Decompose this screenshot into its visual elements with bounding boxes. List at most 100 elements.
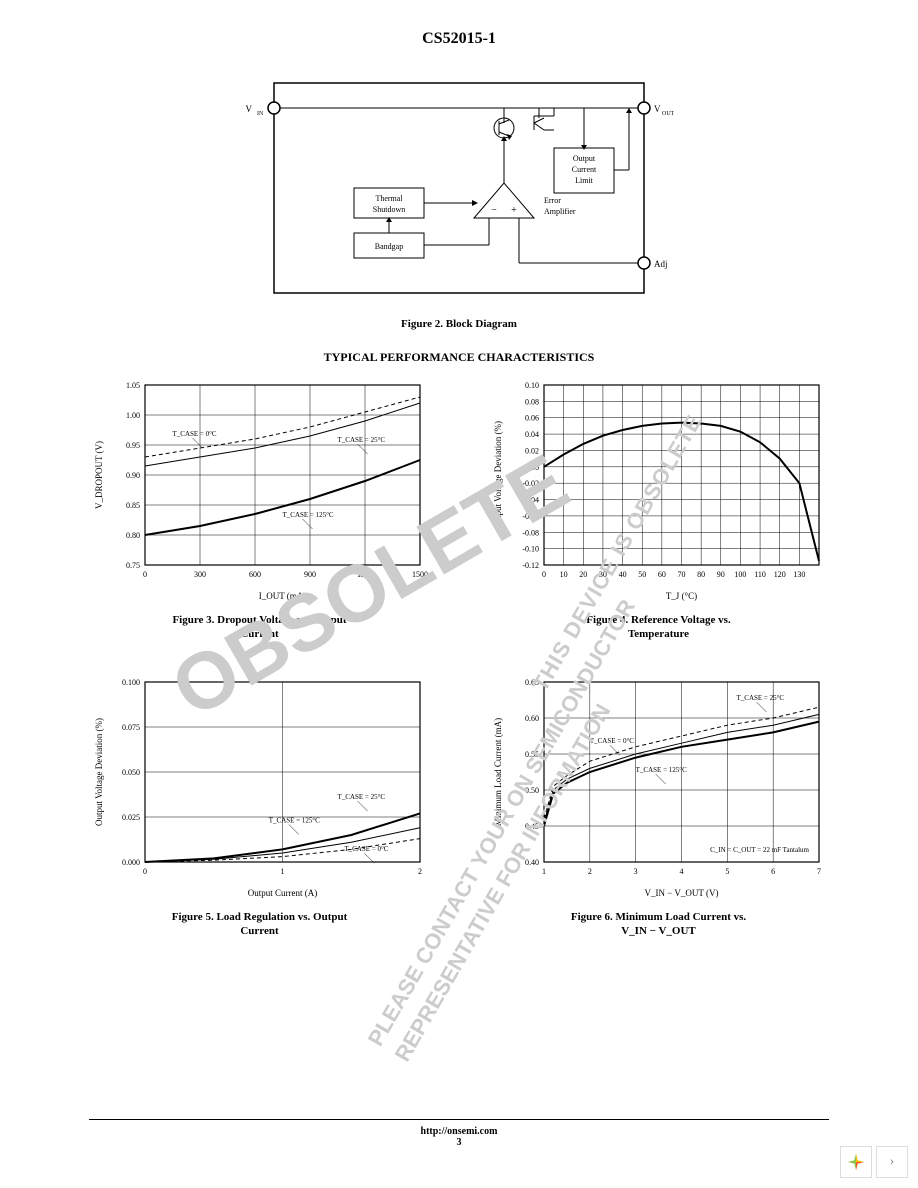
svg-text:0.80: 0.80 [126, 531, 140, 540]
svg-text:120: 120 [773, 570, 785, 579]
svg-text:IN: IN [257, 111, 264, 117]
svg-text:0.10: 0.10 [525, 381, 539, 390]
svg-text:T_CASE = 25°C: T_CASE = 25°C [736, 694, 784, 702]
svg-text:1: 1 [542, 867, 546, 876]
svg-text:0.04: 0.04 [525, 430, 539, 439]
figure4-caption: Figure 4. Reference Voltage vs.Temperatu… [479, 613, 838, 642]
svg-text:0.06: 0.06 [525, 414, 539, 423]
svg-text:0.00: 0.00 [525, 463, 539, 472]
svg-text:0.025: 0.025 [122, 813, 140, 822]
next-page-button[interactable]: › [876, 1146, 908, 1178]
figure5-chart: 0 1 2 0.000 0.025 0.050 0.075 0.100 Output Curre… [90, 672, 430, 902]
figure5-caption: Figure 5. Load Regulation vs. OutputCurr… [80, 910, 439, 939]
svg-text:T_CASE = 25°C: T_CASE = 25°C [337, 793, 385, 801]
svg-text:20: 20 [579, 570, 587, 579]
svg-text:Error: Error [544, 196, 561, 205]
svg-text:0.65: 0.65 [525, 678, 539, 687]
svg-text:70: 70 [677, 570, 685, 579]
svg-text:T_J (°C): T_J (°C) [665, 591, 696, 601]
svg-text:10: 10 [559, 570, 567, 579]
svg-text:Thermal: Thermal [375, 194, 403, 203]
svg-text:1200: 1200 [357, 570, 373, 579]
svg-text:0.60: 0.60 [525, 714, 539, 723]
svg-text:Limit: Limit [575, 176, 594, 185]
svg-text:V: V [654, 104, 661, 114]
svg-text:4: 4 [679, 867, 683, 876]
svg-text:130: 130 [793, 570, 805, 579]
footer-url: http://onsemi.com [0, 1126, 918, 1137]
svg-text:−: − [491, 205, 497, 216]
svg-text:Output: Output [573, 154, 596, 163]
svg-text:0: 0 [542, 570, 546, 579]
svg-text:I_OUT (mA): I_OUT (mA) [258, 591, 306, 601]
svg-text:Adj: Adj [654, 259, 668, 269]
figure3-caption: Figure 3. Dropout Voltage vs. OutputCurr… [80, 613, 439, 642]
block-diagram: V IN V OUT Adj [244, 68, 674, 308]
svg-text:7: 7 [817, 867, 821, 876]
section-heading: TYPICAL PERFORMANCE CHARACTERISTICS [80, 350, 838, 365]
footer-page: 3 [0, 1137, 918, 1148]
svg-text:0.45: 0.45 [525, 822, 539, 831]
svg-text:V_IN − V_OUT (V): V_IN − V_OUT (V) [644, 888, 718, 898]
svg-text:Bandgap: Bandgap [375, 242, 403, 251]
svg-text:Shutdown: Shutdown [373, 205, 405, 214]
svg-text:C_IN = C_OUT = 22 mF Tantalum: C_IN = C_OUT = 22 mF Tantalum [710, 846, 809, 854]
svg-text:0.000: 0.000 [122, 858, 140, 867]
svg-text:0.95: 0.95 [126, 441, 140, 450]
svg-text:V: V [246, 104, 253, 114]
svg-text:2: 2 [587, 867, 591, 876]
svg-text:T_CASE = 0°C: T_CASE = 0°C [344, 845, 388, 853]
svg-text:2: 2 [418, 867, 422, 876]
svg-text:-0.06: -0.06 [522, 512, 539, 521]
svg-text:60: 60 [657, 570, 665, 579]
page-title: CS52015-1 [80, 30, 838, 48]
svg-text:Current: Current [572, 165, 597, 174]
svg-text:-0.10: -0.10 [522, 545, 539, 554]
svg-text:OUT: OUT [662, 111, 674, 117]
figure6-caption: Figure 6. Minimum Load Current vs.V_IN −… [479, 910, 838, 939]
svg-text:0.40: 0.40 [525, 858, 539, 867]
svg-text:80: 80 [697, 570, 705, 579]
svg-text:110: 110 [754, 570, 766, 579]
figure4-chart: 0102030405060708090100110120130-0.12-0.1… [489, 375, 829, 605]
svg-text:Minimum Load Current (mA): Minimum Load Current (mA) [493, 717, 503, 825]
svg-text:300: 300 [194, 570, 206, 579]
svg-text:1500: 1500 [412, 570, 428, 579]
svg-text:0.85: 0.85 [126, 501, 140, 510]
svg-text:-0.02: -0.02 [522, 479, 539, 488]
svg-text:0.02: 0.02 [525, 446, 539, 455]
svg-text:100: 100 [734, 570, 746, 579]
svg-text:V_DROPOUT (V): V_DROPOUT (V) [94, 441, 104, 509]
svg-text:0.100: 0.100 [122, 678, 140, 687]
svg-text:900: 900 [304, 570, 316, 579]
figure3-chart: 0300600900120015000.750.800.850.900.951.… [90, 375, 430, 605]
svg-text:1.00: 1.00 [126, 411, 140, 420]
viewer-logo-button[interactable] [840, 1146, 872, 1178]
svg-text:0.50: 0.50 [525, 786, 539, 795]
svg-text:600: 600 [249, 570, 261, 579]
svg-text:30: 30 [598, 570, 606, 579]
svg-text:3: 3 [633, 867, 637, 876]
svg-text:Output Current (A): Output Current (A) [247, 888, 317, 898]
svg-text:T_CASE = 125°C: T_CASE = 125°C [268, 816, 319, 824]
svg-text:T_CASE = 0°C: T_CASE = 0°C [589, 737, 633, 745]
svg-text:40: 40 [618, 570, 626, 579]
svg-text:0.050: 0.050 [122, 768, 140, 777]
svg-text:T_CASE = 0°C: T_CASE = 0°C [172, 430, 216, 438]
svg-text:T_CASE = 25°C: T_CASE = 25°C [337, 436, 385, 444]
svg-text:1.05: 1.05 [126, 381, 140, 390]
svg-text:1: 1 [280, 867, 284, 876]
svg-text:6: 6 [771, 867, 775, 876]
svg-text:Output Voltage Deviation (%): Output Voltage Deviation (%) [493, 421, 503, 529]
svg-text:-0.12: -0.12 [522, 561, 539, 570]
svg-text:+: + [511, 205, 517, 216]
svg-text:0.075: 0.075 [122, 723, 140, 732]
svg-text:0: 0 [143, 867, 147, 876]
figure6-chart: 12345670.400.450.500.550.600.65V_IN − V_… [489, 672, 829, 902]
svg-text:Amplifier: Amplifier [544, 207, 576, 216]
svg-text:0: 0 [143, 570, 147, 579]
svg-text:5: 5 [725, 867, 729, 876]
page-footer: http://onsemi.com 3 [0, 1119, 918, 1148]
svg-text:-0.04: -0.04 [522, 496, 539, 505]
svg-text:90: 90 [716, 570, 724, 579]
